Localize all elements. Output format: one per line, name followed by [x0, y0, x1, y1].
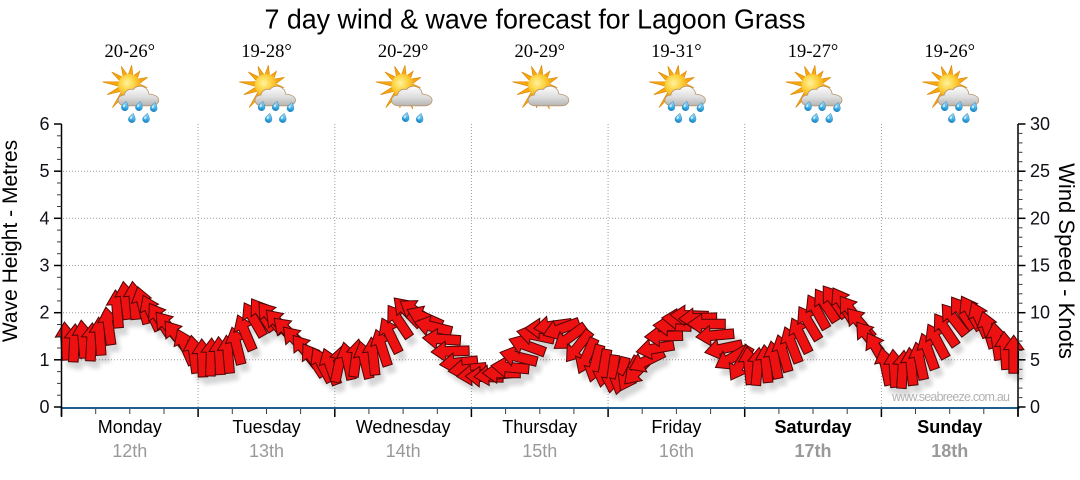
- svg-text:Monday: Monday: [98, 417, 162, 437]
- svg-text:18th: 18th: [931, 441, 968, 461]
- svg-text:20: 20: [1030, 208, 1050, 228]
- svg-text:5: 5: [1030, 350, 1040, 370]
- svg-text:6: 6: [39, 114, 49, 134]
- svg-text:20-26°: 20-26°: [105, 42, 156, 62]
- svg-text:0: 0: [1030, 397, 1040, 417]
- svg-text:4: 4: [39, 208, 49, 228]
- svg-text:20-29°: 20-29°: [378, 42, 429, 62]
- svg-text:19-31°: 19-31°: [651, 42, 702, 62]
- svg-text:19-27°: 19-27°: [788, 42, 839, 62]
- svg-text:0: 0: [39, 397, 49, 417]
- svg-text:15: 15: [1030, 256, 1050, 276]
- svg-text:25: 25: [1030, 161, 1050, 181]
- svg-text:16th: 16th: [659, 441, 694, 461]
- svg-text:20-29°: 20-29°: [515, 42, 566, 62]
- svg-text:19-28°: 19-28°: [241, 42, 292, 62]
- svg-text:Wednesday: Wednesday: [356, 417, 451, 437]
- svg-text:Friday: Friday: [651, 417, 701, 437]
- svg-text:19-26°: 19-26°: [924, 42, 975, 62]
- svg-text:www.seabreeze.com.au: www.seabreeze.com.au: [891, 390, 1010, 404]
- svg-text:12th: 12th: [112, 441, 147, 461]
- svg-text:15th: 15th: [522, 441, 557, 461]
- svg-text:Wave Height - Metres: Wave Height - Metres: [0, 140, 22, 342]
- svg-text:10: 10: [1030, 303, 1050, 323]
- svg-text:Sunday: Sunday: [917, 417, 982, 437]
- svg-text:14th: 14th: [386, 441, 421, 461]
- svg-text:1: 1: [39, 350, 49, 370]
- svg-text:7 day wind & wave forecast for: 7 day wind & wave forecast for Lagoon Gr…: [265, 4, 806, 35]
- svg-text:Tuesday: Tuesday: [232, 417, 300, 437]
- svg-text:30: 30: [1030, 114, 1050, 134]
- svg-text:13th: 13th: [249, 441, 284, 461]
- svg-text:2: 2: [39, 303, 49, 323]
- svg-text:17th: 17th: [794, 441, 831, 461]
- svg-text:Saturday: Saturday: [774, 417, 851, 437]
- svg-text:Thursday: Thursday: [502, 417, 577, 437]
- svg-text:5: 5: [39, 161, 49, 181]
- svg-text:Wind Speed - Knots: Wind Speed - Knots: [1054, 163, 1079, 359]
- svg-text:3: 3: [39, 256, 49, 276]
